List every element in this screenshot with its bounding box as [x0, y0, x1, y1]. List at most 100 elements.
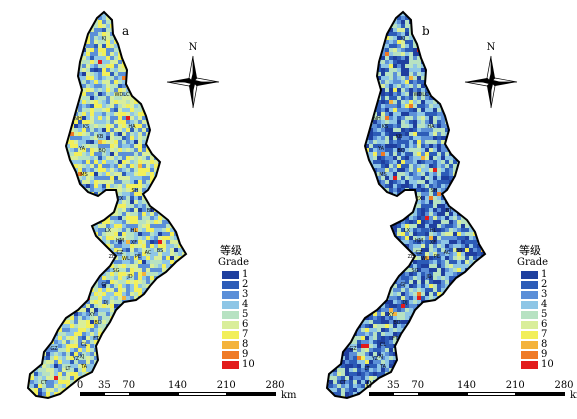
scale-unit: km [570, 390, 577, 401]
place-label: JD [425, 274, 431, 280]
north-arrow: N [461, 42, 521, 110]
legend-label: 8 [541, 339, 548, 350]
legend-swatch [222, 291, 239, 299]
scale-segment [393, 392, 419, 396]
place-label: XF [430, 240, 436, 246]
legend-item-8: 8 [218, 340, 278, 350]
place-label: XJ [80, 354, 85, 360]
scale-segment [177, 392, 228, 396]
legend-item-9: 9 [517, 350, 577, 360]
legend-item-4: 4 [218, 300, 278, 310]
place-label: EX [117, 196, 124, 202]
place-label: KS [382, 124, 388, 130]
scale-tick-label: 210 [505, 380, 525, 391]
legend-label: 9 [541, 349, 548, 360]
compass-rose-icon [464, 55, 518, 109]
legend-label: 5 [541, 309, 548, 320]
place-label: DJ [402, 300, 407, 306]
scale-segment [104, 392, 130, 396]
place-label: BT [147, 208, 154, 214]
place-label: LX [105, 228, 112, 234]
scale-segment [466, 392, 517, 396]
legend-swatch [222, 351, 239, 359]
legend-swatch [222, 301, 239, 309]
place-label: TA [379, 364, 387, 370]
place-label: WL [421, 256, 429, 262]
scale-tick-label: 280 [265, 380, 285, 391]
scale-tick-label: 0 [365, 380, 373, 391]
region-outline [325, 10, 487, 400]
legend-swatch [222, 281, 239, 289]
legend-swatch [521, 271, 538, 279]
place-label: BQ [397, 148, 404, 154]
legend-item-6: 6 [218, 320, 278, 330]
legend-swatch [521, 311, 538, 319]
legend-label: 6 [541, 319, 548, 330]
scale-tick-label: 70 [122, 380, 136, 391]
legend-item-1: 1 [218, 270, 278, 280]
place-label: HM [116, 238, 124, 244]
legend-item-5: 5 [517, 310, 577, 320]
place-label: HL [131, 228, 138, 234]
place-label: XY [388, 312, 395, 318]
map-panel-a: KJ WDLC NH KS KB HA YA BQ MS EX SH BT LX HL HM XF CZ ZB WL… [0, 0, 297, 419]
legend-title-en: Grade [517, 257, 549, 268]
legend-item-6: 6 [517, 320, 577, 330]
region-outline [26, 10, 188, 400]
place-label: HL [430, 228, 437, 234]
scale-segment [515, 392, 565, 396]
place-label: KB [396, 134, 403, 140]
legend-item-7: 7 [517, 330, 577, 340]
place-label: LT [364, 366, 370, 372]
legend-swatch [222, 341, 239, 349]
legend-swatch [222, 361, 239, 369]
place-label: ZB [109, 254, 116, 260]
legend-swatch [521, 301, 538, 309]
legend-label: 3 [242, 289, 249, 300]
legend-title-en: Grade [218, 257, 250, 268]
legend-label: 1 [541, 269, 548, 280]
place-label: CT [340, 380, 347, 386]
north-label: N [486, 42, 496, 53]
place-label: CZ [117, 250, 124, 256]
scale-tick-label: 35 [387, 380, 400, 391]
scale-segment [226, 392, 276, 396]
place-label: GJ [101, 282, 106, 288]
place-label: KJ [102, 36, 107, 42]
legend-label: 8 [242, 339, 249, 350]
place-label: JD [126, 274, 132, 280]
legend-swatch [521, 321, 538, 329]
legend-swatch [521, 281, 538, 289]
legend-label: 4 [242, 299, 249, 310]
place-label: TA [80, 364, 88, 370]
legend-label: 4 [541, 299, 548, 310]
grade-legend-a: 等级 Grade 1 2 3 4 5 6 7 8 9 10 [218, 244, 278, 370]
legend-items: 1 2 3 4 5 6 7 8 9 10 [517, 270, 577, 370]
scale-tick-label: 210 [216, 380, 236, 391]
place-label: NH [373, 116, 381, 122]
place-label: BD [393, 320, 400, 326]
north-label: N [188, 42, 198, 53]
legend-items: 1 2 3 4 5 6 7 8 9 10 [218, 270, 278, 370]
place-label: HA [128, 124, 136, 130]
grade-legend-b: 等级 Grade 1 2 3 4 5 6 7 8 9 10 [517, 244, 577, 370]
place-label: WDLC [114, 92, 130, 98]
legend-title-cn: 等级 [519, 244, 541, 257]
place-label: XY [89, 312, 96, 318]
legend-label: 1 [242, 269, 249, 280]
place-label: WL [122, 256, 130, 262]
place-label: AC [444, 250, 451, 256]
legend-swatch [222, 331, 239, 339]
place-label: YZ [371, 356, 379, 362]
legend-swatch [222, 271, 239, 279]
place-label: HM [415, 238, 423, 244]
legend-swatch [521, 341, 538, 349]
legend-title-cn: 等级 [220, 244, 242, 257]
place-label: GZ [50, 346, 58, 352]
place-label: SG [112, 268, 119, 274]
legend-label: 10 [242, 359, 255, 370]
legend-item-8: 8 [517, 340, 577, 350]
scale-unit: km [281, 390, 297, 401]
place-label: XJ [379, 354, 384, 360]
scale-segment [80, 392, 106, 396]
